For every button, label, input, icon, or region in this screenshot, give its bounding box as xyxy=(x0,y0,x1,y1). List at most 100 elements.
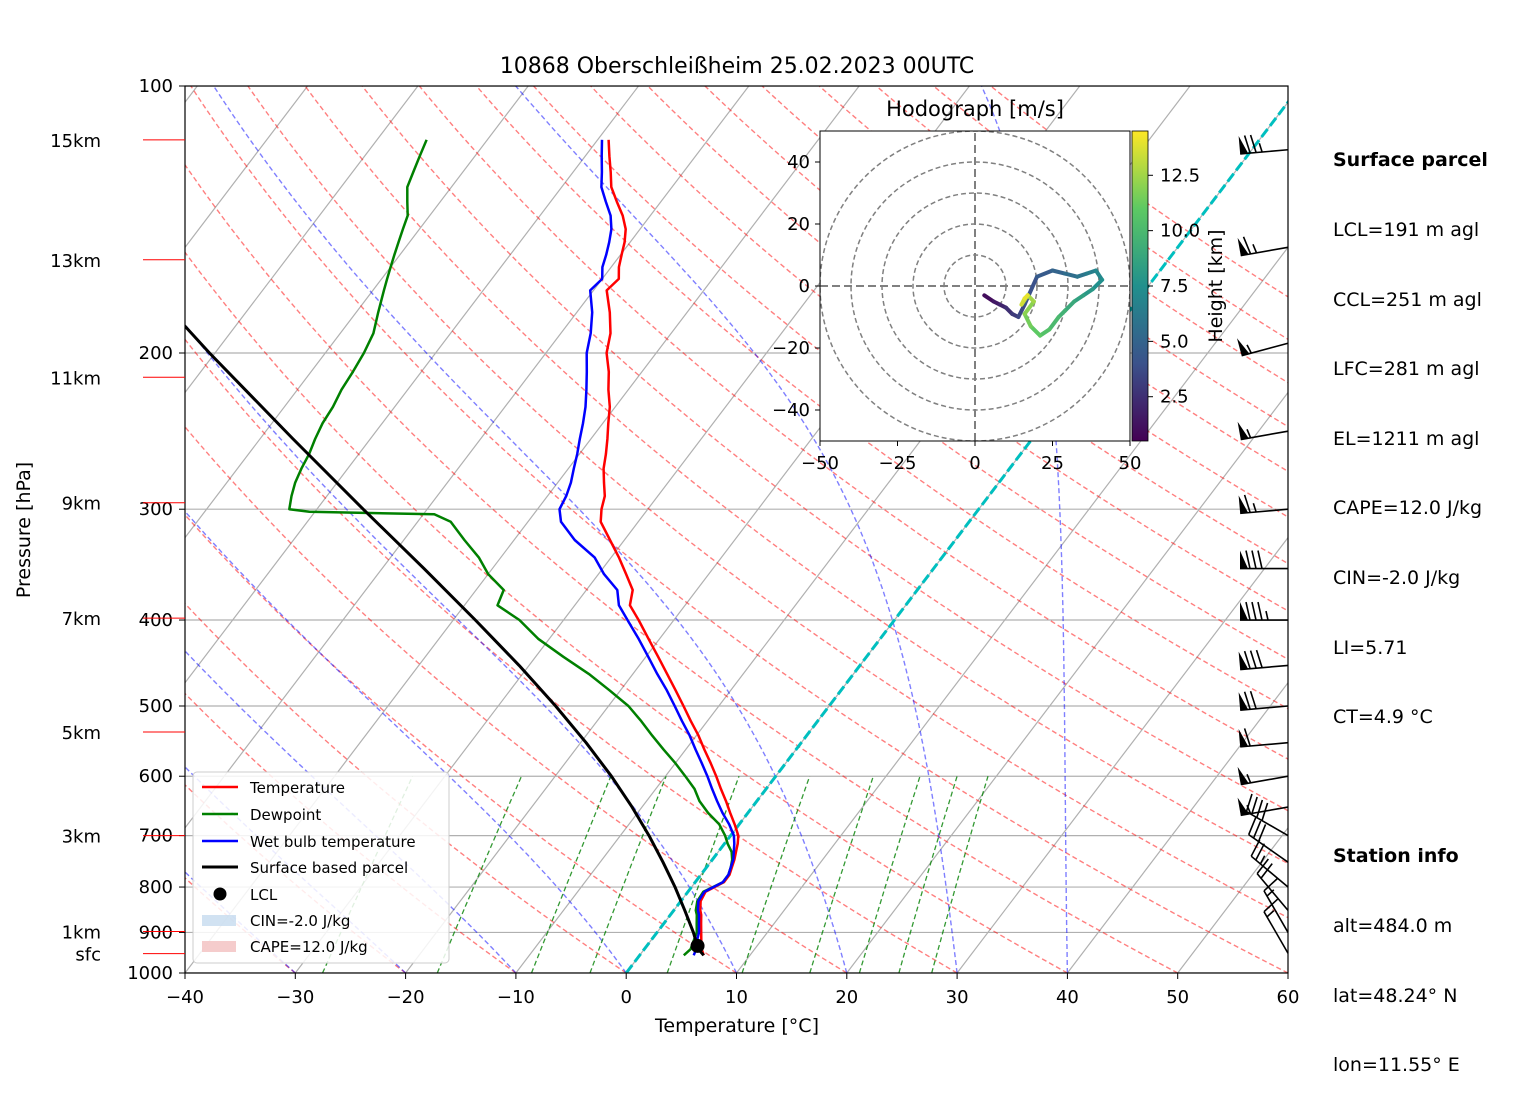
wind-barb-full xyxy=(1249,134,1257,153)
wind-barb-flag xyxy=(1237,237,1249,256)
y-tick-label: 200 xyxy=(139,343,173,364)
x-tick-label: 0 xyxy=(620,987,631,1008)
wind-barb xyxy=(1238,494,1289,515)
info-panel: Surface parcel LCL=191 m agl CCL=251 m a… xyxy=(1333,103,1488,1101)
wind-barb-full xyxy=(1243,691,1251,710)
wind-barb-full xyxy=(1245,601,1251,621)
wind-barb-full xyxy=(1243,135,1251,154)
wind-barb-staff xyxy=(1263,890,1289,933)
legend-lcl-label: LCL xyxy=(250,886,278,904)
x-tick-label: 60 xyxy=(1277,987,1300,1008)
surface-parcel-lfc: LFC=281 m agl xyxy=(1333,358,1480,381)
wind-barbs xyxy=(1236,134,1289,954)
wind-barb-half xyxy=(1265,610,1269,621)
x-tick-label: −20 xyxy=(387,987,425,1008)
hodograph-ticks: −50 −25 0 25 50 −40 −20 0 20 40 xyxy=(772,152,1141,474)
dry-adiabat-line xyxy=(475,86,1288,710)
station-longitude: lon=11.55° E xyxy=(1333,1054,1460,1077)
hodograph-trace-segment xyxy=(1016,302,1027,319)
wind-barb-full xyxy=(1261,802,1269,821)
wind-barb-staff xyxy=(1246,810,1289,837)
hodograph-trace-segment xyxy=(1022,299,1036,316)
height-label: 9km xyxy=(62,494,101,515)
wind-barb-flag xyxy=(1238,692,1249,711)
isotherm-line xyxy=(185,86,419,394)
wind-barb xyxy=(1250,839,1289,888)
wind-barb-full xyxy=(1245,793,1253,812)
wind-barb-full xyxy=(1256,799,1264,818)
dry-adiabat-line xyxy=(361,86,1288,812)
height-label: 1km xyxy=(62,923,101,944)
colorbar-tick-label: 5.0 xyxy=(1160,331,1189,352)
y-tick-label: 100 xyxy=(139,76,173,97)
wind-barb xyxy=(1237,421,1289,441)
wind-barb-flag xyxy=(1238,495,1249,514)
wind-barb xyxy=(1256,858,1289,911)
wind-barb xyxy=(1238,649,1289,671)
hodograph-trace-segment xyxy=(1062,271,1080,279)
y-tick-label: 1000 xyxy=(127,963,173,984)
colorbar-tick-label: 10.0 xyxy=(1160,221,1200,242)
hodograph-y-tick-label: −40 xyxy=(772,400,810,421)
legend: Temperature Dewpoint Wet bulb temperatur… xyxy=(192,771,450,964)
wind-barb-staff xyxy=(1240,664,1289,671)
mixing-ratio-line xyxy=(931,776,989,973)
surface-parcel-ccl: CCL=251 m agl xyxy=(1333,288,1482,311)
wind-barb-full xyxy=(1243,728,1251,747)
wind-barb xyxy=(1238,134,1289,155)
y-tick-label: 900 xyxy=(139,922,173,943)
wind-barb-flag xyxy=(1240,602,1248,621)
wind-barb-flag xyxy=(1238,651,1249,670)
legend-parcel-label: Surface based parcel xyxy=(250,859,408,877)
dry-adiabat-line xyxy=(418,86,1288,760)
hodograph-trace-segment xyxy=(1028,324,1043,338)
legend-dewpoint-label: Dewpoint xyxy=(250,806,321,824)
wind-barb-flag xyxy=(1240,550,1248,569)
height-label: 7km xyxy=(62,609,101,630)
dry-adiabat-line xyxy=(247,86,1288,919)
legend-cape-swatch xyxy=(202,941,236,952)
hodograph: −50 −25 0 25 50 −40 −20 0 20 40 Hodograph [m/s] 2… xyxy=(772,97,1227,474)
wind-barb-half xyxy=(1246,773,1252,784)
wind-barb-half xyxy=(1252,244,1258,254)
wind-barb-full xyxy=(1256,858,1269,875)
height-label: 5km xyxy=(62,723,101,744)
wind-barb xyxy=(1247,817,1289,863)
moist-adiabat-line xyxy=(185,323,738,973)
x-tick-label: 30 xyxy=(946,987,969,1008)
isotherm-line xyxy=(956,536,1288,973)
moist-adiabat-line xyxy=(515,86,958,973)
hodograph-trace-segment xyxy=(1022,293,1030,301)
wind-barb-staff xyxy=(1240,148,1289,155)
hodograph-x-tick-label: −50 xyxy=(801,453,839,474)
mixing-ratio-line xyxy=(436,775,523,973)
wind-barb-staff xyxy=(1240,775,1289,786)
wind-barb-full xyxy=(1250,839,1261,857)
hodograph-y-tick-label: 40 xyxy=(787,152,810,173)
wind-barb-flag xyxy=(1238,136,1249,154)
skewt-figure: 10868 Oberschleißheim 25.02.2023 00UTC 1… xyxy=(13,54,1300,1037)
hodograph-trace-segment xyxy=(1090,277,1105,292)
wind-barb-half xyxy=(1246,428,1252,439)
x-axis-label: Temperature [°C] xyxy=(654,1015,819,1037)
y-tick-label: 300 xyxy=(139,499,173,520)
dry-adiabat-line xyxy=(190,86,1288,973)
hodograph-x-tick-label: 0 xyxy=(969,453,980,474)
wind-barb-full xyxy=(1257,824,1267,842)
surface-parcel-ct: CT=4.9 °C xyxy=(1333,706,1433,729)
wind-barb-staff xyxy=(1248,833,1289,863)
hodograph-title: Hodograph [m/s] xyxy=(886,97,1064,121)
x-tick-label: 50 xyxy=(1166,987,1189,1008)
wind-barb-half xyxy=(1259,855,1266,865)
isotherm-line xyxy=(736,246,1288,973)
hodograph-plot xyxy=(820,131,1130,441)
y-tick-label: 600 xyxy=(139,766,173,787)
x-tick-label: 20 xyxy=(835,987,858,1008)
wind-barb xyxy=(1263,898,1289,954)
surface-parcel-title: Surface parcel xyxy=(1333,149,1488,172)
surface-parcel-lcl: LCL=191 m agl xyxy=(1333,219,1480,242)
moist-adiabat-line xyxy=(185,510,627,973)
height-label: sfc xyxy=(75,945,101,966)
isotherm-line xyxy=(185,86,750,829)
